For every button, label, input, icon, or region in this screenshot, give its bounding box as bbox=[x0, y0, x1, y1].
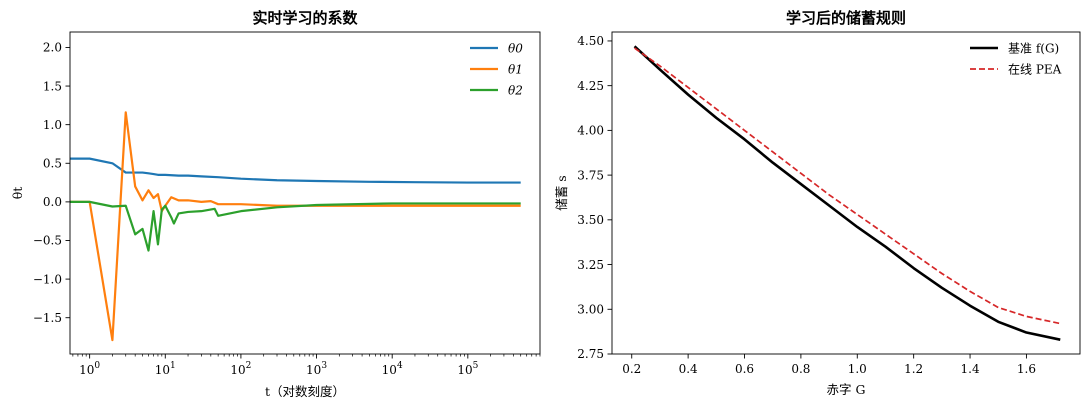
y-tick-label: 4.00 bbox=[577, 124, 604, 138]
legend-label-1: 基准 f(G) bbox=[1008, 42, 1059, 56]
series-line-2 bbox=[70, 111, 521, 342]
chart-2: 0.2 0.4 0.6 0.8 1.0 1.2 1.4 1.6 2.75 3.00 3.25 3.50… bbox=[554, 9, 1081, 397]
y-axis-label: θt bbox=[10, 187, 25, 200]
y-tick-label: 1.0 bbox=[43, 118, 62, 132]
y-tick-label: −1.5 bbox=[33, 311, 62, 325]
chart-1: 100 101 102 103 104 105 −1.5 −1.0 −0.5 0.0 0.5 1.0 1… bbox=[10, 9, 541, 399]
series-line-3 bbox=[70, 200, 521, 252]
axes-frame bbox=[611, 31, 1081, 355]
legend-label-2: θ1 bbox=[508, 63, 523, 77]
y-tick-label: 2.75 bbox=[577, 347, 604, 361]
x-tick-label: 104 bbox=[382, 361, 403, 377]
x-tick-label: 103 bbox=[306, 361, 327, 377]
x-tick-label: 0.4 bbox=[679, 362, 698, 376]
y-tick-label: 4.50 bbox=[577, 34, 604, 48]
x-tick-label: 1.2 bbox=[904, 362, 923, 376]
x-axis-label: 赤字 G bbox=[827, 382, 866, 397]
y-tick-label: 3.75 bbox=[577, 168, 604, 182]
y-tick-label: 0.0 bbox=[43, 195, 62, 209]
y-tick-label: −1.0 bbox=[33, 272, 62, 286]
chart-title: 实时学习的系数 bbox=[252, 9, 358, 27]
series-line-1 bbox=[70, 157, 521, 184]
legend-label-2: 在线 PEA bbox=[1008, 63, 1062, 77]
x-axis-label: t（对数刻度） bbox=[265, 384, 345, 399]
legend-label-1: θ0 bbox=[508, 42, 523, 56]
series-line-2 bbox=[634, 47, 1061, 325]
y-tick-label: 3.00 bbox=[577, 302, 604, 316]
y-tick-label: 3.50 bbox=[577, 213, 604, 227]
x-tick-label: 0.2 bbox=[622, 362, 641, 376]
plot-area bbox=[633, 45, 1061, 341]
x-tick-label: 0.6 bbox=[735, 362, 754, 376]
legend: θ0 θ1 θ2 bbox=[470, 42, 523, 98]
y-tick-label: −0.5 bbox=[33, 234, 62, 248]
axes-frame bbox=[69, 31, 541, 355]
y-tick-label: 4.25 bbox=[577, 79, 604, 93]
y-tick-label: 1.5 bbox=[43, 79, 62, 93]
x-tick-label: 100 bbox=[79, 361, 100, 377]
y-tick-label: 0.5 bbox=[43, 156, 62, 170]
x-tick-label: 1.6 bbox=[1017, 362, 1036, 376]
plot-area bbox=[70, 111, 521, 342]
y-tick-label: 2.0 bbox=[43, 41, 62, 55]
x-tick-label: 105 bbox=[457, 361, 478, 377]
y-axis-label: 储蓄 s bbox=[554, 175, 569, 210]
chart-title: 学习后的储蓄规则 bbox=[786, 9, 906, 27]
x-tick-label: 1.4 bbox=[961, 362, 980, 376]
x-tick-label: 0.8 bbox=[791, 362, 810, 376]
series-line-1 bbox=[633, 45, 1061, 341]
x-tick-label: 101 bbox=[155, 361, 176, 377]
legend: 基准 f(G) 在线 PEA bbox=[970, 42, 1062, 77]
legend-label-3: θ2 bbox=[508, 84, 523, 98]
x-tick-label: 102 bbox=[230, 361, 251, 377]
x-tick-label: 1.0 bbox=[848, 362, 867, 376]
y-tick-label: 3.25 bbox=[577, 258, 604, 272]
